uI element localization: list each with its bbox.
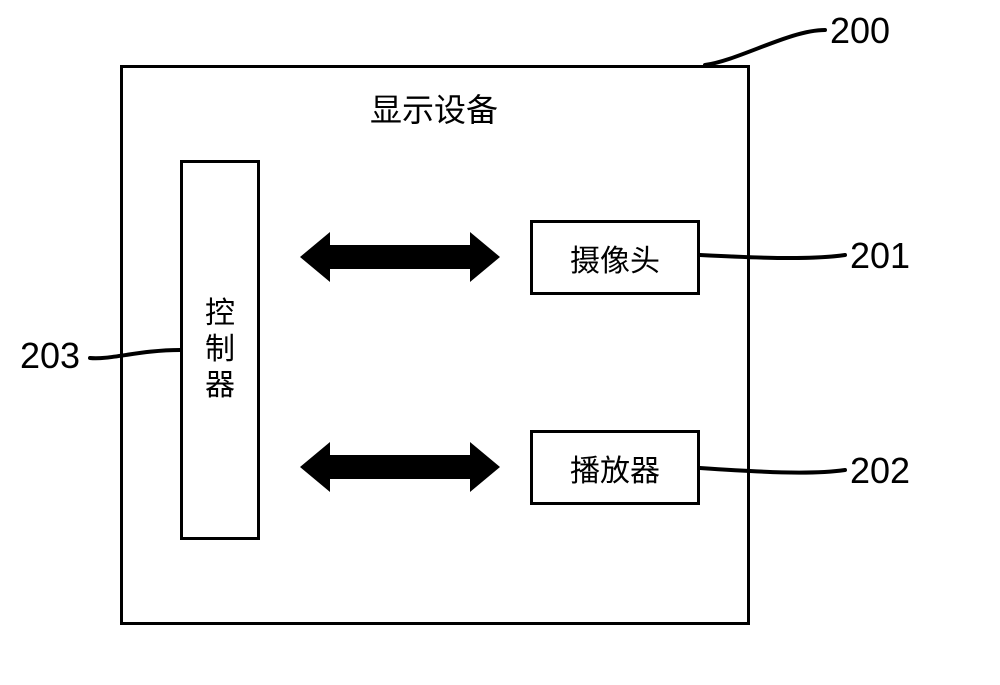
controller-label-char: 器 [205, 368, 235, 404]
camera-box: 摄像头 [530, 220, 700, 295]
callout-201: 201 [850, 235, 910, 277]
controller-label-char: 控 [205, 296, 235, 332]
leader-line-icon [705, 30, 825, 65]
device-title: 显示设备 [370, 85, 498, 131]
controller-label-char: 制 [205, 332, 235, 368]
camera-label: 摄像头 [570, 236, 660, 280]
diagram-canvas: 显示设备 控 制 器 摄像头 播放器 200 201 202 203 [0, 0, 1000, 685]
player-label: 播放器 [570, 446, 660, 490]
controller-box: 控 制 器 [180, 160, 260, 540]
callout-202: 202 [850, 450, 910, 492]
controller-label-wrap: 控 制 器 [183, 163, 257, 537]
callout-200: 200 [830, 10, 890, 52]
callout-203: 203 [20, 335, 80, 377]
player-box: 播放器 [530, 430, 700, 505]
